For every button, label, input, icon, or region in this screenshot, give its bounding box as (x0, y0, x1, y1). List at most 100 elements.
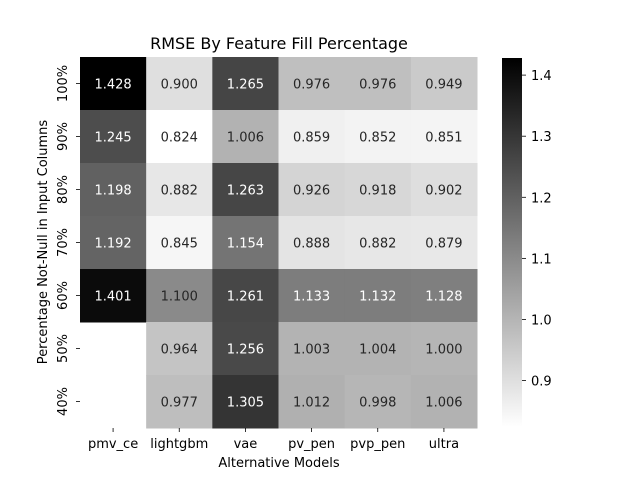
y-tick-label: 60% (56, 281, 71, 310)
cell-value-label: 1.192 (94, 237, 131, 252)
cell-value-label: 0.852 (359, 131, 396, 146)
heatmap-cell (410, 322, 478, 376)
heatmap-cell (278, 163, 346, 217)
x-axis-label: Alternative Models (218, 456, 339, 471)
cell-value-label: 1.265 (227, 78, 264, 93)
cell-value-label: 0.888 (293, 237, 330, 252)
cell-value-label: 1.000 (425, 343, 462, 358)
heatmap-cell (278, 375, 346, 429)
heatmap-cell (212, 322, 280, 376)
cell-value-label: 1.428 (94, 78, 131, 93)
heatmap-cell (146, 216, 213, 270)
colorbar-tick-label: 1.0 (531, 313, 552, 328)
heatmap-cell (212, 375, 280, 429)
heatmap-cell (344, 269, 412, 323)
cell-value-label: 1.004 (359, 343, 396, 358)
cell-value-label: 1.263 (227, 184, 264, 199)
x-tick-label: lightgbm (150, 437, 208, 452)
heatmap-cell (146, 57, 213, 111)
heatmap-cell (80, 110, 147, 164)
colorbar-tick-label: 1.2 (531, 191, 552, 206)
heatmap-cell (278, 322, 346, 376)
colorbar-tick-label: 1.3 (531, 130, 552, 145)
heatmap-cell (278, 216, 346, 270)
heatmap-cell (344, 322, 412, 376)
heatmap-cell (146, 322, 213, 376)
heatmap-cell (146, 375, 213, 429)
x-axis-ticks: pmv_ce lightgbm vae pv_pen pvp_pen ultra (88, 428, 459, 452)
heatmap-cell (344, 375, 412, 429)
heatmap-cell (278, 57, 346, 111)
heatmap-cell (410, 216, 478, 270)
y-tick-label: 70% (56, 228, 71, 257)
cell-value-label: 0.882 (359, 237, 396, 252)
cell-value-label: 0.926 (293, 184, 330, 199)
y-tick-label: 100% (56, 65, 71, 102)
heatmap-cell (80, 269, 147, 323)
cell-value-label: 1.003 (293, 343, 330, 358)
cell-value-label: 1.305 (227, 396, 264, 411)
cell-value-label: 0.949 (425, 78, 462, 93)
heatmap-cell (146, 269, 213, 323)
y-tick-label: 80% (56, 175, 71, 204)
heatmap-cell (344, 57, 412, 111)
heatmap-cell (80, 163, 147, 217)
colorbar-tick-label: 0.9 (531, 375, 552, 390)
heatmap-cell (212, 110, 280, 164)
heatmap-cell (410, 57, 478, 111)
cell-value-label: 0.998 (359, 396, 396, 411)
x-tick-label: pmv_ce (88, 437, 138, 452)
cell-value-label: 0.977 (161, 396, 198, 411)
cell-value-label: 1.256 (227, 343, 264, 358)
heatmap-cell (146, 163, 213, 217)
colorbar-tick-label: 1.4 (531, 69, 552, 84)
cell-value-label: 1.100 (161, 290, 198, 305)
x-tick-label: pvp_pen (350, 437, 405, 452)
cell-value-label: 1.133 (293, 290, 330, 305)
cell-value-label: 1.132 (359, 290, 396, 305)
cell-value-label: 1.401 (94, 290, 131, 305)
heatmap-cell (410, 269, 478, 323)
heatmap-cell (344, 110, 412, 164)
heatmap-cell (278, 269, 346, 323)
heatmap-cell (344, 216, 412, 270)
y-axis-ticks: 100% 90% 80% 70% 60% 50% 40% (56, 65, 80, 416)
heatmap-cell (212, 57, 280, 111)
y-axis-label: Percentage Not-Null in Input Columns (36, 120, 51, 365)
y-tick-label: 40% (56, 387, 71, 416)
cell-value-label: 1.261 (227, 290, 264, 305)
x-tick-label: ultra (429, 437, 459, 452)
heatmap-cell (410, 110, 478, 164)
colorbar (502, 58, 522, 427)
cell-value-label: 1.012 (293, 396, 330, 411)
cell-value-label: 0.918 (359, 184, 396, 199)
heatmap-cell (80, 216, 147, 270)
cell-value-label: 0.851 (425, 131, 462, 146)
heatmap-cell (146, 110, 213, 164)
chart-title: RMSE By Feature Fill Percentage (150, 34, 408, 53)
y-tick-label: 90% (56, 122, 71, 151)
heatmap-cell (410, 375, 478, 429)
heatmap-cells: 1.428 0.900 1.265 0.976 0.976 0.949 1.245 0.824… (80, 57, 478, 429)
cell-value-label: 0.845 (161, 237, 198, 252)
cell-value-label: 0.859 (293, 131, 330, 146)
heatmap-cell (212, 216, 280, 270)
heatmap-cell (344, 163, 412, 217)
cell-value-label: 1.198 (94, 184, 131, 199)
cell-value-label: 1.006 (425, 396, 462, 411)
heatmap-cell (80, 57, 147, 111)
colorbar-ticks: 0.9 1.0 1.1 1.2 1.3 1.4 (522, 69, 552, 390)
cell-value-label: 0.976 (359, 78, 396, 93)
x-tick-label: pv_pen (288, 437, 335, 452)
cell-value-label: 0.902 (425, 184, 462, 199)
heatmap-cell (212, 269, 280, 323)
cell-value-label: 1.245 (94, 131, 131, 146)
heatmap-cell (410, 163, 478, 217)
y-tick-label: 50% (56, 334, 71, 363)
cell-value-label: 0.900 (161, 78, 198, 93)
x-tick-label: vae (234, 437, 258, 452)
cell-value-label: 0.824 (161, 131, 198, 146)
cell-value-label: 1.128 (425, 290, 462, 305)
colorbar-tick-label: 1.1 (531, 252, 552, 267)
